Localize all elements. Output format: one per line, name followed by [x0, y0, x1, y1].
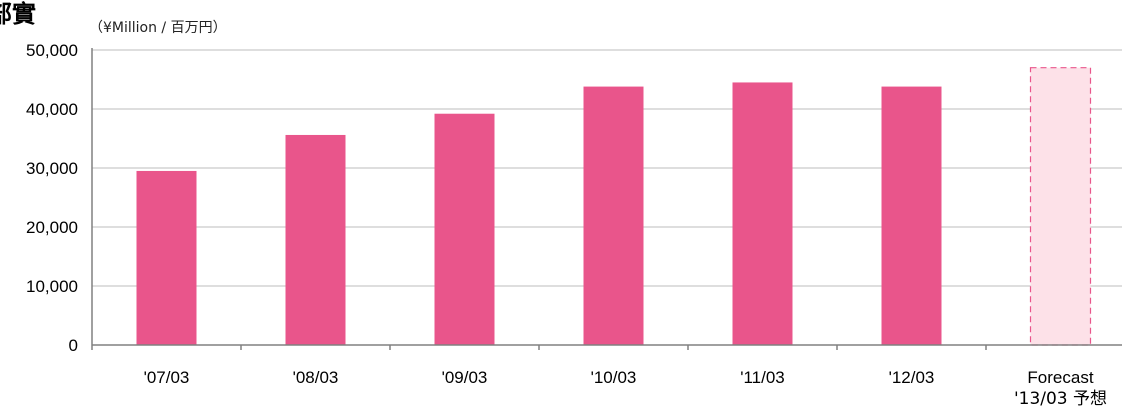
unit-label: （¥Million / 百万円）: [89, 20, 227, 36]
forecast-bar: [1029, 67, 1092, 346]
x-category-label: '07/03: [144, 368, 190, 387]
y-tick-label: 50,000: [26, 41, 78, 60]
y-tick-label: 20,000: [26, 218, 78, 237]
y-tick-label: 40,000: [26, 100, 78, 119]
y-axis-ticks: 0 10,000 20,000 30,000 40,000 50,000: [26, 41, 78, 355]
bar: [434, 113, 495, 345]
x-category-label: '08/03: [293, 368, 339, 387]
bar: [583, 86, 644, 345]
y-tick-label: 0: [69, 336, 78, 355]
chart-title: 部實: [0, 0, 36, 28]
bar: [881, 86, 942, 345]
x-category-label: '13/03 予想: [1014, 389, 1107, 409]
x-category-label: Forecast: [1027, 368, 1093, 387]
bars: [136, 67, 1092, 346]
y-tick-label: 10,000: [26, 277, 78, 296]
bar: [732, 82, 793, 345]
bar: [285, 134, 346, 345]
axes: [91, 48, 1122, 350]
x-category-label: '12/03: [889, 368, 935, 387]
x-category-label: '10/03: [591, 368, 637, 387]
bar: [136, 170, 197, 345]
x-category-label: '09/03: [442, 368, 488, 387]
y-tick-label: 30,000: [26, 159, 78, 178]
x-axis-labels: '07/03 '08/03 '09/03 '10/03 '11/03 '12/03 Fore…: [144, 368, 1107, 409]
x-category-label: '11/03: [740, 368, 785, 387]
